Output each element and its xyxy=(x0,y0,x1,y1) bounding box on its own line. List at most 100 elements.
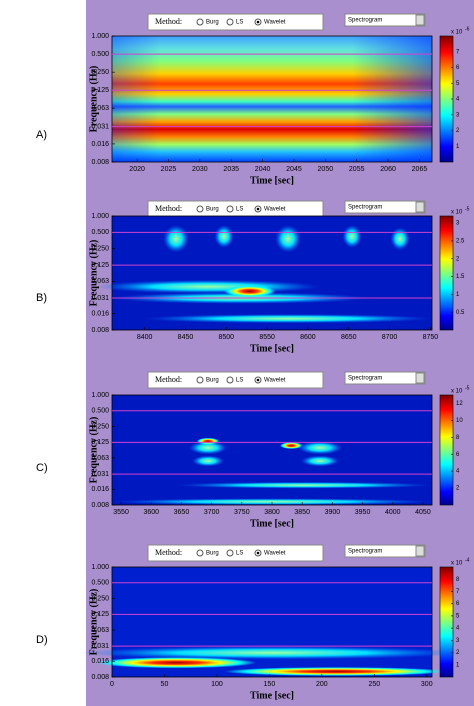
heat-blob xyxy=(144,314,432,324)
dropdown-label: Spectrogram xyxy=(348,376,382,382)
method-label: Method: xyxy=(155,17,182,26)
y-tick-label: 0.125 xyxy=(91,439,109,446)
x-tick-label: 2060 xyxy=(380,166,396,173)
heat-blob xyxy=(80,646,464,660)
heat-blob xyxy=(342,225,362,248)
x-tick-label: 8650 xyxy=(341,334,357,341)
x-tick-label: 2065 xyxy=(412,166,428,173)
colorbar-tick-label: 4 xyxy=(456,469,460,475)
x-tick-label: 150 xyxy=(264,681,276,688)
dropdown[interactable] xyxy=(344,200,426,214)
method-box xyxy=(147,371,324,389)
x-tick-label: 2050 xyxy=(318,166,334,173)
radio-dot xyxy=(256,378,260,382)
radio-button[interactable] xyxy=(226,205,234,213)
y-tick-label: 0.500 xyxy=(91,580,109,587)
radio-button[interactable] xyxy=(226,18,234,26)
x-tick-label: 2040 xyxy=(255,166,271,173)
colorbar-tick-label: 8 xyxy=(456,435,460,441)
colorbar-tick-label: 5 xyxy=(456,81,460,87)
colorbar-tick-label: 2 xyxy=(456,486,460,492)
x-tick-label: 3900 xyxy=(325,509,341,516)
dropdown-arrow xyxy=(415,14,425,26)
y-axis-label: Frequency (Hz) xyxy=(88,417,99,484)
colorbar-tick-label: 2 xyxy=(456,128,460,134)
y-axis-label: Frequency (Hz) xyxy=(88,589,99,656)
dropdown-label: Spectrogram xyxy=(348,205,382,211)
x-tick-label: 2025 xyxy=(161,166,177,173)
y-tick-label: 0.008 xyxy=(91,674,109,681)
dropdown[interactable] xyxy=(344,544,426,558)
y-tick-label: 0.008 xyxy=(91,327,109,334)
colorbar-tick-label: 3 xyxy=(456,638,460,644)
x-tick-label: 8750 xyxy=(423,334,439,341)
heat-blob xyxy=(224,285,276,297)
radio-button[interactable] xyxy=(226,549,234,557)
x-tick-label: 8550 xyxy=(259,334,275,341)
dropdown[interactable] xyxy=(344,13,426,27)
heat-blob xyxy=(188,441,228,455)
x-tick-label: 3750 xyxy=(234,509,250,516)
y-tick-label: 0.016 xyxy=(91,141,109,148)
colorbar-tick-label: 6 xyxy=(456,601,460,607)
method-box xyxy=(147,13,324,31)
y-tick-label: 0.031 xyxy=(91,123,109,130)
radio-label: Burg xyxy=(206,378,219,384)
colorbar-exponent: -6 xyxy=(465,26,470,32)
colorbar-exponent: -5 xyxy=(465,385,470,391)
x-tick-label: 100 xyxy=(211,681,223,688)
radio-button[interactable] xyxy=(196,549,204,557)
dropdown-label: Spectrogram xyxy=(348,549,382,555)
colorbar-tick-label: 6 xyxy=(456,452,460,458)
colorbar-tick-label: 0.5 xyxy=(456,310,465,316)
radio-label: LS xyxy=(236,207,243,213)
x-tick-label: 50 xyxy=(161,681,169,688)
colorbar-tick-label: 1 xyxy=(456,292,460,298)
x-tick-label: 0 xyxy=(110,681,114,688)
radio-label: Burg xyxy=(206,207,219,213)
x-tick-label: 3550 xyxy=(113,509,129,516)
plot-frame xyxy=(111,566,433,678)
y-tick-label: 0.125 xyxy=(91,262,109,269)
heat-blob xyxy=(390,227,410,251)
y-tick-label: 1.000 xyxy=(91,213,109,220)
colorbar-tick-label: 4 xyxy=(456,626,460,632)
colorbar-tick-label: 2.5 xyxy=(456,239,465,245)
y-tick-label: 0.008 xyxy=(91,502,109,509)
colorbar xyxy=(439,566,454,678)
y-tick-label: 1.000 xyxy=(91,33,109,40)
colorbar-tick-label: 1 xyxy=(456,662,460,668)
x-tick-label: 3650 xyxy=(174,509,190,516)
colorbar-exponent: -4 xyxy=(465,557,470,563)
x-tick-label: 3800 xyxy=(264,509,280,516)
x-axis-label: Time [sec] xyxy=(250,518,294,529)
panel-label: A) xyxy=(36,129,47,141)
x-tick-label: 8600 xyxy=(300,334,316,341)
dropdown[interactable] xyxy=(344,371,426,385)
radio-button[interactable] xyxy=(196,205,204,213)
colorbar xyxy=(439,215,454,331)
heat-blob xyxy=(300,455,340,467)
colorbar-tick-label: 10 xyxy=(456,418,463,424)
y-axis-label: Frequency (Hz) xyxy=(88,66,99,133)
radio-button[interactable] xyxy=(196,18,204,26)
heat-blob xyxy=(163,225,189,253)
heat-blob xyxy=(96,657,256,669)
radio-button[interactable] xyxy=(226,376,234,384)
colorbar-base: x 10 xyxy=(451,389,463,395)
colorbar-tick-label: 3 xyxy=(456,221,460,227)
x-tick-label: 250 xyxy=(368,681,380,688)
y-tick-label: 0.031 xyxy=(91,643,109,650)
panel-label: D) xyxy=(36,634,48,646)
x-tick-label: 4000 xyxy=(385,509,401,516)
radio-button[interactable] xyxy=(196,376,204,384)
x-tick-label: 2030 xyxy=(192,166,208,173)
x-tick-label: 8450 xyxy=(178,334,194,341)
method-label: Method: xyxy=(155,375,182,384)
radio-label: Wavelet xyxy=(264,207,286,213)
heatmap xyxy=(112,395,432,505)
radio-label: Wavelet xyxy=(264,378,286,384)
colorbar-tick-label: 1 xyxy=(456,144,460,150)
panel-label: C) xyxy=(36,462,48,474)
x-tick-label: 2020 xyxy=(129,166,145,173)
